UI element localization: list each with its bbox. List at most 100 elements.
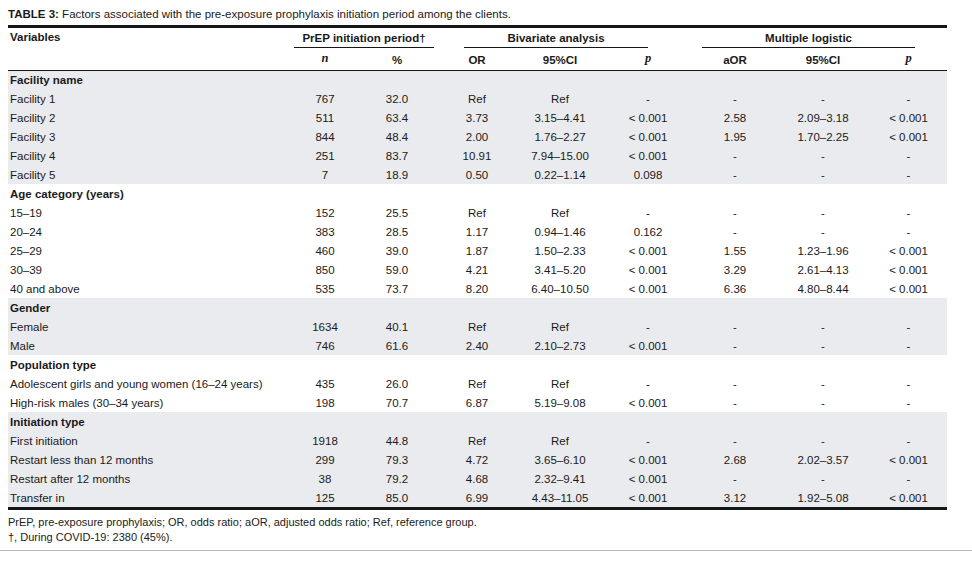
cell-ci: Ref <box>518 317 602 336</box>
cell-n: 511 <box>292 108 358 127</box>
cell-p: < 0.001 <box>602 279 694 298</box>
cell-ci: 3.41–5.20 <box>518 260 602 279</box>
cell-ap: < 0.001 <box>870 488 947 507</box>
cell-aor: - <box>694 165 776 184</box>
cell-n: 1918 <box>292 431 358 450</box>
cell-or: Ref <box>436 203 518 222</box>
cell-p: < 0.001 <box>602 146 694 165</box>
cell-label: First initiation <box>8 431 292 450</box>
cell-label: 15–19 <box>8 203 292 222</box>
table-row: 20–2438328.51.170.94–1.460.162--- <box>8 222 947 241</box>
footnote-abbreviations: PrEP, pre-exposure prophylaxis; OR, odds… <box>8 515 972 530</box>
cell-or: 10.91 <box>436 146 518 165</box>
table-row: Facility 5718.90.500.22–1.140.098--- <box>8 165 947 184</box>
group-bivariate-label: Bivariate analysis <box>464 32 648 48</box>
cell-aor: 2.68 <box>694 450 776 469</box>
cell-ap: - <box>870 203 947 222</box>
section-header-row: Population type <box>8 355 947 374</box>
cell-ci: 1.50–2.33 <box>518 241 602 260</box>
cell-ap: < 0.001 <box>870 260 947 279</box>
group-multiple-cell: Multiple logistic <box>694 28 947 49</box>
cell-ap: - <box>870 393 947 412</box>
cell-aor: - <box>694 469 776 488</box>
cell-aci: 2.09–3.18 <box>776 108 870 127</box>
group-bivariate-cell: Bivariate analysis <box>436 28 694 49</box>
cell-or: 1.87 <box>436 241 518 260</box>
cell-p: < 0.001 <box>602 488 694 507</box>
cell-or: 0.50 <box>436 165 518 184</box>
col-header-aor: aOR <box>694 49 776 70</box>
cell-label: Female <box>8 317 292 336</box>
cell-aci: - <box>776 317 870 336</box>
col-header-aci: 95%CI <box>776 49 870 70</box>
cell-aci: 1.70–2.25 <box>776 127 870 146</box>
cell-ci: Ref <box>518 374 602 393</box>
stats-table: Variables PrEP initiation period† Bivari… <box>8 28 947 507</box>
cell-label: Facility 2 <box>8 108 292 127</box>
cell-n: 844 <box>292 127 358 146</box>
cell-p: < 0.001 <box>602 241 694 260</box>
cell-label: Restart less than 12 months <box>8 450 292 469</box>
cell-label: Transfer in <box>8 488 292 507</box>
cell-ci: 0.22–1.14 <box>518 165 602 184</box>
cell-label: Male <box>8 336 292 355</box>
cell-pct: 83.7 <box>358 146 436 165</box>
cell-p: < 0.001 <box>602 108 694 127</box>
col-header-ci: 95%CI <box>518 49 602 70</box>
cell-ap: - <box>870 317 947 336</box>
cell-aor: - <box>694 89 776 108</box>
cell-n: 460 <box>292 241 358 260</box>
cell-aor: - <box>694 222 776 241</box>
cell-aor: 1.95 <box>694 127 776 146</box>
cell-p: < 0.001 <box>602 336 694 355</box>
cell-ap: - <box>870 336 947 355</box>
cell-aci: 1.23–1.96 <box>776 241 870 260</box>
cell-aor: - <box>694 203 776 222</box>
cell-or: 4.68 <box>436 469 518 488</box>
cell-ci: 2.32–9.41 <box>518 469 602 488</box>
cell-or: 4.72 <box>436 450 518 469</box>
cell-aci: 1.92–5.08 <box>776 488 870 507</box>
cell-p: < 0.001 <box>602 260 694 279</box>
col-header-n: n <box>292 49 358 70</box>
cell-n: 7 <box>292 165 358 184</box>
section-header-row: Age category (years) <box>8 184 947 203</box>
cell-p: < 0.001 <box>602 393 694 412</box>
cell-pct: 18.9 <box>358 165 436 184</box>
cell-ap: < 0.001 <box>870 450 947 469</box>
cell-ci: 2.10–2.73 <box>518 336 602 355</box>
col-header-p: p <box>602 49 694 70</box>
section-label: Population type <box>8 355 947 374</box>
cell-pct: 73.7 <box>358 279 436 298</box>
cell-ap: < 0.001 <box>870 108 947 127</box>
cell-ci: Ref <box>518 89 602 108</box>
cell-ap: - <box>870 374 947 393</box>
cell-or: 8.20 <box>436 279 518 298</box>
table-row: 40 and above53573.78.206.40–10.50< 0.001… <box>8 279 947 298</box>
cell-n: 152 <box>292 203 358 222</box>
cell-pct: 70.7 <box>358 393 436 412</box>
section-label: Age category (years) <box>8 184 947 203</box>
cell-n: 251 <box>292 146 358 165</box>
cell-pct: 28.5 <box>358 222 436 241</box>
cell-n: 435 <box>292 374 358 393</box>
cell-pct: 63.4 <box>358 108 436 127</box>
cell-ci: 5.19–9.08 <box>518 393 602 412</box>
footnotes: PrEP, pre-exposure prophylaxis; OR, odds… <box>8 515 972 545</box>
cell-aci: - <box>776 165 870 184</box>
table-row: High-risk males (30–34 years)19870.76.87… <box>8 393 947 412</box>
cell-n: 746 <box>292 336 358 355</box>
table-body: Facility nameFacility 176732.0RefRef----… <box>8 70 947 507</box>
cell-p: - <box>602 89 694 108</box>
cell-aor: 1.55 <box>694 241 776 260</box>
cell-p: - <box>602 374 694 393</box>
cell-n: 38 <box>292 469 358 488</box>
cell-p: - <box>602 203 694 222</box>
cell-p: 0.098 <box>602 165 694 184</box>
cell-aor: 3.12 <box>694 488 776 507</box>
cell-aor: - <box>694 336 776 355</box>
cell-ci: 6.40–10.50 <box>518 279 602 298</box>
cell-aor: - <box>694 393 776 412</box>
cell-aci: - <box>776 203 870 222</box>
section-header-row: Gender <box>8 298 947 317</box>
